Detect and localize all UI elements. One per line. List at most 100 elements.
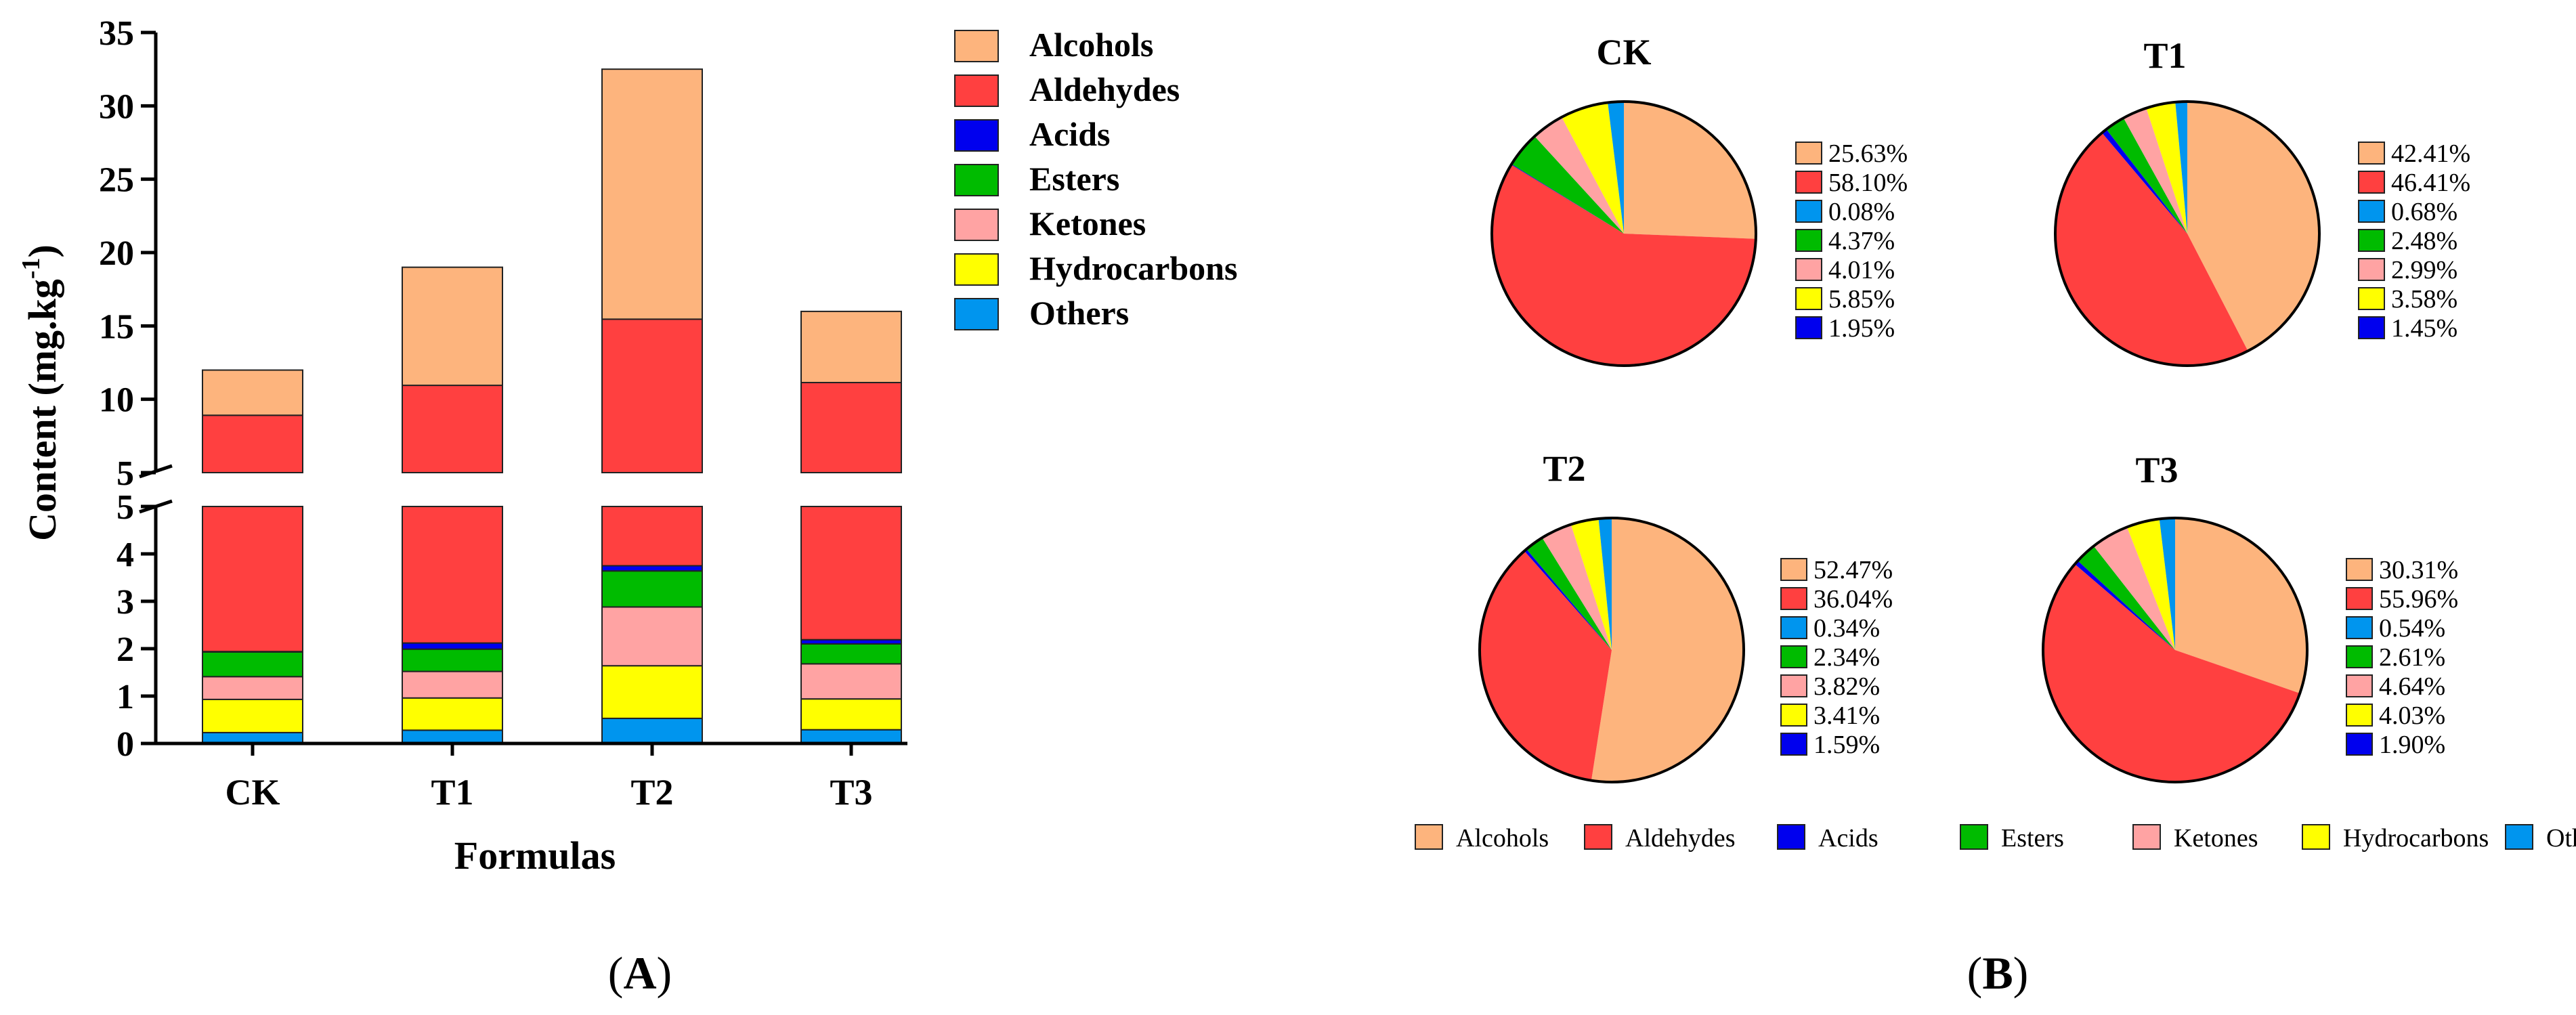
x-tick-label: T1: [431, 772, 473, 813]
pie-title: T1: [2143, 35, 2186, 76]
pie-label-swatch: [1795, 287, 1822, 310]
pie-slice: [1598, 518, 1612, 650]
bar-segment: [601, 506, 703, 567]
pie-value-label: 2.99%: [2391, 256, 2457, 284]
pie-value-label: 46.41%: [2391, 169, 2470, 197]
legend-swatch: [954, 209, 999, 241]
bar-segment: [800, 310, 902, 383]
bar-segment: [402, 506, 503, 644]
y-tick-label: 5: [116, 454, 134, 493]
pie-legend-swatch: [2302, 824, 2330, 850]
bar-segment: [601, 318, 703, 473]
x-axis-label: Formulas: [454, 834, 616, 878]
legend-label: Ketones: [1029, 204, 1146, 242]
pie-slice: [1511, 136, 1624, 234]
legend-label: Esters: [1029, 160, 1119, 198]
bar-segment: [402, 729, 503, 745]
pie-legend-swatch: [2132, 824, 2161, 850]
pie-slice: [2175, 102, 2187, 234]
pie-label-swatch: [2346, 558, 2373, 581]
pie-slice: [1480, 550, 1612, 781]
pie-legend-swatch: [1584, 824, 1612, 850]
pie-label-swatch: [2346, 645, 2373, 668]
pie-label-swatch: [1780, 704, 1807, 727]
pie-outline: [1490, 100, 1757, 367]
pie-label-swatch: [1795, 229, 1822, 252]
pie-slice: [2074, 561, 2175, 650]
pie-label-swatch: [1795, 258, 1822, 281]
legend-swatch: [954, 30, 999, 62]
bar-segment: [202, 369, 303, 416]
legend-label: Acids: [1029, 115, 1110, 153]
legend-swatch: [954, 164, 999, 196]
pie-value-label: 2.48%: [2391, 227, 2457, 255]
y-tick-label: 3: [116, 583, 134, 622]
pie-slice: [1542, 524, 1612, 650]
pie-label-swatch: [2358, 258, 2385, 281]
bar-segment: [601, 717, 703, 745]
pie-label-swatch: [1795, 200, 1822, 223]
bar-segment: [202, 506, 303, 653]
pie-outline: [2054, 100, 2321, 367]
pie-outline: [2042, 517, 2309, 783]
bar-segment: [800, 698, 902, 731]
bar-segment: [601, 68, 703, 320]
stacked-bar-chart: CK T1 T2 T3 5 10 15 20 25 30 35 0 1 2 3 4 5 Formulas Conte…: [17, 14, 1237, 878]
pie-value-label: 36.04%: [1813, 585, 1893, 613]
pie-label-swatch: [1780, 645, 1807, 668]
y-tick-label: 10: [99, 381, 134, 420]
pie-value-label: 0.68%: [2391, 198, 2457, 226]
y-tick-label: 35: [99, 14, 134, 53]
pie-label-swatch: [2346, 733, 2373, 756]
y-tick-label: 2: [116, 630, 134, 669]
pie-legend-swatch: [1415, 824, 1443, 850]
y-tick-label: 30: [99, 87, 134, 126]
pie-value-label: 52.47%: [1813, 556, 1893, 584]
pie-slice: [2106, 118, 2187, 234]
pie-slice: [1591, 518, 1744, 783]
pie-legend-swatch: [2505, 824, 2533, 850]
bar-segment: [601, 606, 703, 667]
bar-segment: [601, 570, 703, 608]
pie-value-label: 5.85%: [1828, 285, 1895, 314]
pie-value-label: 0.54%: [2379, 614, 2445, 643]
pie-slice: [1524, 548, 1612, 650]
y-tick-label: 15: [99, 307, 134, 346]
legend-label: Hydrocarbons: [1029, 249, 1237, 287]
bar-segment: [800, 506, 902, 641]
bar-segment: [800, 643, 902, 665]
pie-slice: [2043, 564, 2300, 782]
bar-segment: [800, 381, 902, 474]
pie-slice: [2159, 518, 2175, 650]
pie-label-swatch: [2358, 171, 2385, 194]
y-tick-label: 25: [99, 161, 134, 200]
y-tick-label: 0: [116, 725, 134, 764]
bar-segment: [402, 642, 503, 650]
pie-value-label: 3.41%: [1813, 701, 1880, 730]
pie-value-label: 4.03%: [2379, 701, 2445, 730]
pie-slice: [2055, 133, 2248, 366]
bar-segment: [202, 676, 303, 700]
pie-label-swatch: [2358, 287, 2385, 310]
pie-value-label: 1.90%: [2379, 731, 2445, 759]
pie-legend-swatch: [1960, 824, 1988, 850]
pie-legend-label: Aldehydes: [1625, 824, 1736, 852]
pie-value-label: 1.59%: [1813, 731, 1880, 759]
pie-label-swatch: [2358, 229, 2385, 252]
pie-label-swatch: [2346, 674, 2373, 697]
legend-swatch: [954, 298, 999, 330]
bar-segment: [202, 698, 303, 733]
bar-segment: [800, 663, 902, 700]
pie-value-label: 1.45%: [2391, 314, 2457, 343]
pie-legend-label: Esters: [2001, 824, 2064, 852]
pie-legend-swatch: [1777, 824, 1805, 850]
pie-slice: [1511, 164, 1624, 234]
pie-slice: [1608, 102, 1624, 234]
pie-value-label: 3.82%: [1813, 672, 1880, 701]
pie-legend-label: Alcohols: [1456, 824, 1549, 852]
pie-slice: [1624, 102, 1756, 239]
pie-label-swatch: [1780, 733, 1807, 756]
pie-title: T3: [2135, 450, 2178, 490]
x-tick-label: T2: [630, 772, 673, 813]
bar-segment: [402, 670, 503, 699]
